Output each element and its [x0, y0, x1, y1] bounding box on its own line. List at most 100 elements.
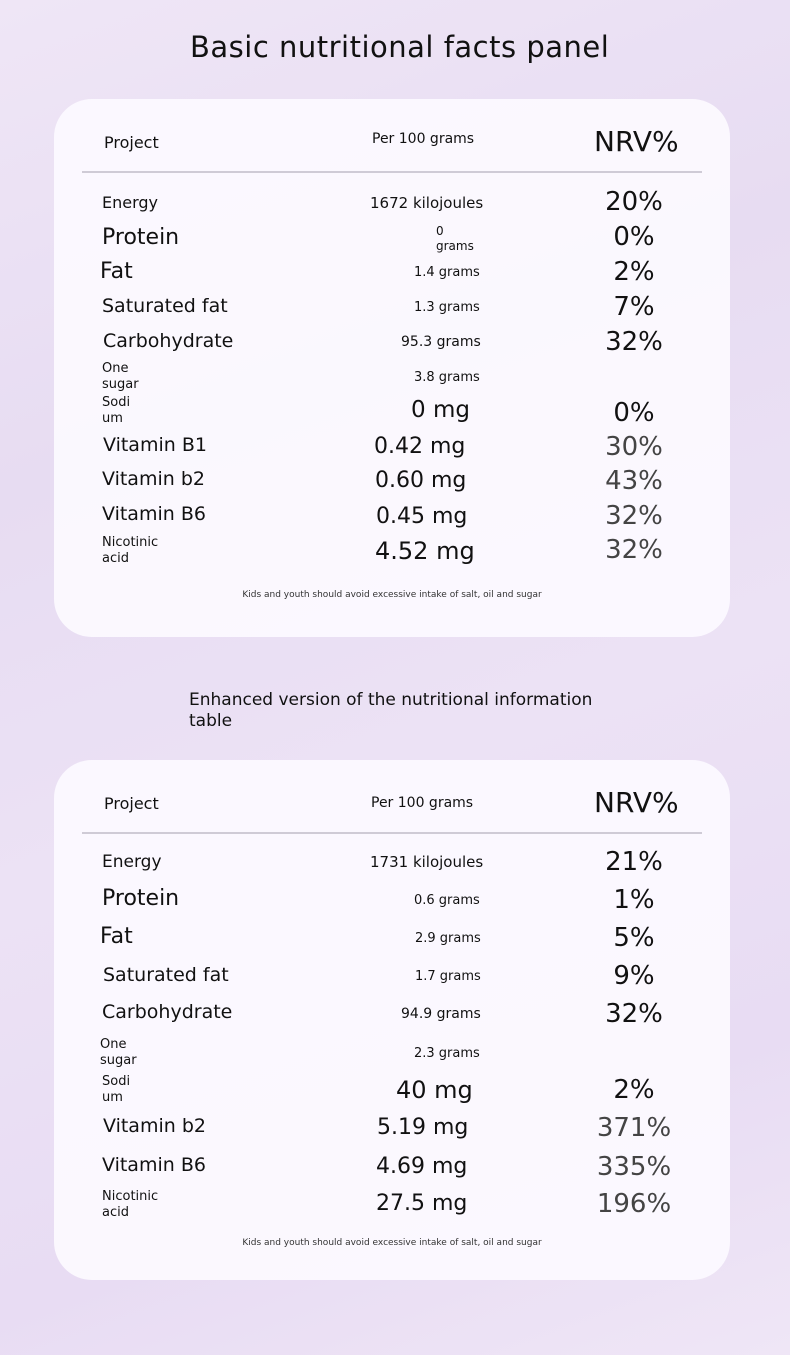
table-row: Vitamin B6 4.69 mg 335%: [54, 1152, 730, 1186]
enhanced-nutrition-panel: Project Per 100 grams NRV% Energy 1731 k…: [54, 760, 730, 1280]
nutrient-name: Fat: [100, 259, 133, 284]
name-line: sugar: [100, 1053, 137, 1068]
name-line: acid: [102, 1205, 129, 1220]
table-row: Fat 1.4 grams 2%: [54, 257, 730, 291]
basic-nutrition-panel: Project Per 100 grams NRV% Energy 1672 k…: [54, 99, 730, 637]
table-row: One sugar 3.8 grams: [54, 361, 730, 395]
header-per-100g: Per 100 grams: [372, 131, 475, 147]
header-divider: [82, 171, 702, 173]
amount-line: 0: [436, 224, 444, 238]
nutrient-nrv: 32%: [605, 535, 663, 565]
nutrient-nrv: 371%: [596, 1113, 672, 1143]
nutrient-nrv: 21%: [605, 847, 663, 877]
nutrient-nrv: 7%: [613, 292, 655, 322]
nutrient-name: Vitamin b2: [102, 468, 205, 490]
nutrient-nrv: 32%: [605, 501, 663, 531]
header-per-100g: Per 100 grams: [371, 795, 474, 811]
nutrient-amount: 95.3 grams: [401, 334, 481, 350]
table-row: Fat 2.9 grams 5%: [54, 923, 730, 957]
nutrient-amount: 1.4 grams: [414, 265, 480, 280]
table-row: Carbohydrate 94.9 grams 32%: [54, 999, 730, 1033]
nutrient-amount: 94.9 grams: [401, 1006, 481, 1022]
table-row: One sugar 2.3 grams: [54, 1037, 730, 1071]
basic-panel-title: Basic nutritional facts panel: [190, 30, 610, 64]
nutrient-name: Saturated fat: [103, 964, 229, 986]
amount-line: grams: [436, 239, 474, 253]
nutrient-amount: 4.69 mg: [376, 1154, 468, 1179]
nutrient-amount: 40 mg: [396, 1076, 473, 1104]
nutrient-amount: 1731 kilojoules: [370, 853, 484, 871]
nutrient-name: Vitamin B1: [103, 434, 207, 456]
nutrient-name: One sugar: [102, 361, 139, 393]
nutrient-amount: 0.42 mg: [374, 434, 466, 459]
table-row: Carbohydrate 95.3 grams 32%: [54, 327, 730, 361]
table-row: Sodi um 40 mg 2%: [54, 1074, 730, 1108]
table-row: Vitamin b2 0.60 mg 43%: [54, 466, 730, 500]
table-row: Sodi um 0 mg 0%: [54, 395, 730, 429]
nutrient-nrv: 2%: [613, 257, 655, 287]
nutrient-amount: 0.45 mg: [376, 504, 468, 529]
nutrient-nrv: 9%: [613, 961, 655, 991]
table-row: Energy 1731 kilojoules 21%: [54, 847, 730, 882]
nutrient-nrv: 1%: [613, 885, 655, 915]
nutrient-nrv: 2%: [613, 1075, 655, 1105]
table-row: Energy 1672 kilojoules 20%: [54, 187, 730, 221]
nutrient-nrv: 43%: [605, 466, 663, 496]
table-row: Saturated fat 1.7 grams 9%: [54, 961, 730, 995]
name-line: One: [100, 1037, 127, 1052]
table-header: Project Per 100 grams NRV%: [54, 760, 730, 833]
nutrient-nrv: 0%: [613, 398, 655, 428]
header-project: Project: [104, 133, 159, 152]
nutrient-name: Fat: [100, 924, 133, 949]
footer-note: Kids and youth should avoid excessive in…: [242, 590, 542, 600]
nutrient-nrv: 20%: [605, 187, 663, 217]
nutrient-name: Protein: [102, 225, 180, 250]
header-project: Project: [104, 794, 159, 813]
name-line: acid: [102, 551, 129, 566]
name-line: um: [102, 1090, 123, 1105]
name-line: Sodi: [102, 395, 131, 410]
nutrient-name: Vitamin B6: [102, 503, 206, 525]
nutrient-name: Energy: [102, 852, 162, 872]
nutrient-name: Carbohydrate: [103, 330, 234, 352]
table-row: Vitamin B6 0.45 mg 32%: [54, 501, 730, 535]
nutrient-nrv: 0%: [613, 222, 655, 252]
name-line: Nicotinic: [102, 535, 159, 550]
nutrient-nrv: 196%: [596, 1189, 672, 1219]
nutrient-name: Carbohydrate: [102, 1001, 233, 1023]
nutrient-name: Vitamin b2: [103, 1115, 206, 1137]
nutrient-amount: 0.6 grams: [414, 893, 480, 908]
table-row: Protein 0 grams 0%: [54, 221, 730, 255]
name-line: One: [102, 361, 129, 376]
header-divider: [82, 832, 702, 834]
nutrient-name: Protein: [102, 886, 180, 911]
table-row: Vitamin B1 0.42 mg 30%: [54, 432, 730, 466]
table-row: Protein 0.6 grams 1%: [54, 885, 730, 919]
nutrient-name: One sugar: [100, 1037, 137, 1069]
nutrient-name: Nicotinic acid: [102, 535, 158, 567]
nutrient-amount: 0 mg: [411, 397, 470, 423]
table-row: Saturated fat 1.3 grams 7%: [54, 292, 730, 326]
nutrient-amount: 0.60 mg: [375, 468, 467, 493]
table-header: Project Per 100 grams NRV%: [54, 99, 730, 172]
nutrient-amount: 1672 kilojoules: [370, 194, 484, 212]
table-row: Vitamin b2 5.19 mg 371%: [54, 1113, 730, 1147]
nutrient-nrv: 32%: [605, 999, 663, 1029]
nutrient-amount: 27.5 mg: [376, 1191, 468, 1216]
name-line: um: [102, 411, 123, 426]
footer-note: Kids and youth should avoid excessive in…: [242, 1238, 542, 1248]
header-nrv: NRV%: [594, 786, 679, 819]
enhanced-panel-title: Enhanced version of the nutritional info…: [189, 690, 593, 731]
header-nrv: NRV%: [594, 125, 679, 158]
nutrient-name: Sodi um: [102, 1074, 130, 1106]
nutrient-amount: 1.7 grams: [415, 969, 481, 984]
nutrient-nrv: 5%: [613, 923, 655, 953]
nutrient-nrv: 32%: [605, 327, 663, 357]
nutrient-name: Energy: [102, 193, 159, 212]
table-row: Nicotinic acid 27.5 mg 196%: [54, 1189, 730, 1223]
nutrient-amount: 5.19 mg: [377, 1115, 469, 1140]
table-row: Nicotinic acid 4.52 mg 32%: [54, 535, 730, 569]
nutrient-name: Sodi um: [102, 395, 130, 427]
nutrient-name: Vitamin B6: [102, 1154, 206, 1176]
nutrient-name: Nicotinic acid: [102, 1189, 158, 1221]
